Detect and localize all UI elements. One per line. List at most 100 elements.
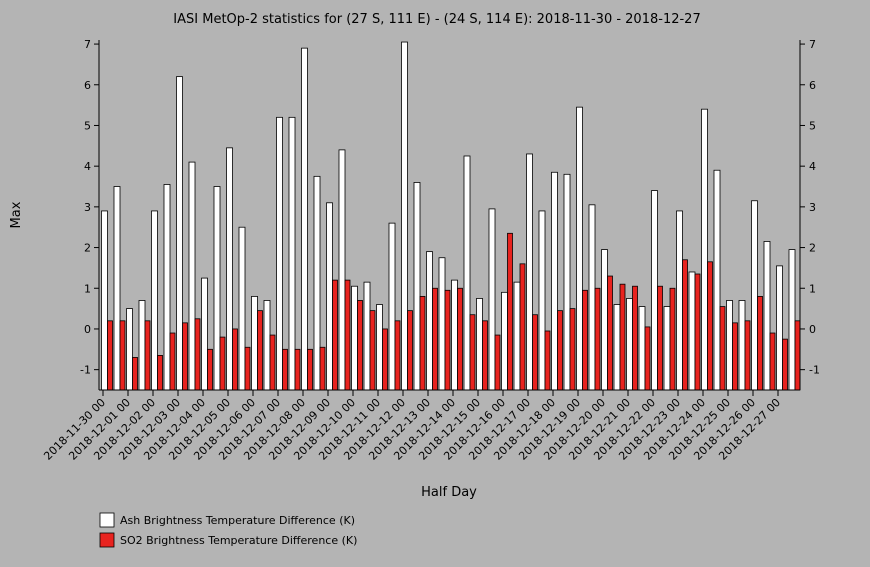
ash-bar: [251, 295, 258, 391]
so2-bar: [232, 328, 238, 391]
so2-bar: [457, 287, 463, 391]
so2-bar: [432, 287, 438, 391]
ash-bar: [738, 300, 746, 391]
chart-title: IASI MetOp-2 statistics for (27 S, 111 E…: [173, 12, 700, 27]
ash-bar: [113, 186, 121, 391]
ash-bar: [563, 173, 571, 391]
ash-bar: [601, 249, 608, 391]
so2-bar: [769, 332, 776, 391]
so2-bar: [582, 289, 588, 391]
so2-bar: [732, 322, 738, 391]
so2-bar: [532, 314, 538, 391]
ash-bar: [226, 147, 233, 391]
ash-bar: [463, 155, 471, 391]
ash-bar: [513, 281, 521, 391]
ash-bar: [588, 204, 596, 391]
ash-bar: [363, 281, 371, 391]
ash-bar: [301, 47, 308, 391]
so2-bar: [469, 314, 476, 391]
y-tick-label-right: 0: [809, 323, 816, 336]
ash-bar: [551, 171, 558, 391]
so2-bar: [207, 348, 213, 391]
ash-bar: [776, 265, 783, 391]
ash-bar: [288, 116, 296, 391]
y-axis-title: Max: [9, 201, 24, 228]
so2-bar: [107, 320, 113, 391]
legend-label: Ash Brightness Temperature Difference (K…: [120, 514, 355, 527]
so2-bar: [794, 320, 801, 391]
so2-bar: [657, 285, 663, 391]
so2-bar: [157, 355, 163, 391]
ash-bar: [613, 304, 621, 391]
ash-bar: [501, 291, 508, 391]
so2-bar: [494, 334, 501, 391]
so2-bar: [782, 338, 788, 391]
ash-bar: [176, 76, 183, 391]
so2-bar: [632, 285, 638, 391]
so2-bar: [357, 300, 363, 391]
so2-bar: [507, 232, 513, 391]
so2-bar: [144, 320, 151, 391]
ash-bar: [351, 285, 358, 391]
so2-bar: [557, 310, 563, 391]
ash-bar: [476, 298, 483, 391]
y-tick-label-left: 2: [84, 242, 91, 255]
so2-bar: [119, 320, 126, 391]
y-tick-label-right: 5: [809, 119, 816, 132]
ash-bar: [576, 106, 583, 391]
ash-bar: [488, 208, 496, 391]
ash-bar: [701, 108, 708, 391]
so2-bar: [269, 334, 276, 391]
so2-bar: [594, 287, 601, 391]
ash-bar: [201, 277, 208, 391]
legend-label: SO2 Brightness Temperature Difference (K…: [120, 534, 357, 547]
so2-bar: [132, 357, 138, 391]
ash-bar: [238, 226, 246, 391]
legend: Ash Brightness Temperature Difference (K…: [99, 512, 357, 548]
ash-bar: [151, 210, 158, 391]
ash-bar: [313, 175, 321, 391]
so2-bar: [694, 273, 701, 391]
ash-bar: [676, 210, 683, 391]
so2-bar: [707, 261, 713, 391]
ash-bar: [101, 210, 108, 391]
y-tick-label-right: 3: [809, 201, 816, 214]
ash-bar: [538, 210, 546, 391]
y-tick-label-right: 1: [809, 282, 816, 295]
ash-bar: [426, 251, 433, 391]
y-tick-label-right: 7: [809, 38, 816, 51]
y-tick-label-left: 3: [84, 201, 91, 214]
ash-bar: [526, 153, 533, 391]
ash-bar: [751, 200, 758, 391]
so2-bar: [394, 320, 401, 391]
y-tick-label-left: 5: [84, 119, 91, 132]
y-tick-label-left: 6: [84, 79, 91, 92]
so2-bar: [744, 320, 751, 391]
so2-bar: [419, 295, 426, 391]
so2-bar: [757, 295, 763, 391]
so2-bar: [219, 336, 226, 391]
so2-bar: [307, 348, 313, 391]
so2-bar: [644, 326, 651, 391]
ash-bar: [163, 184, 171, 391]
y-tick-label-right: -1: [809, 364, 820, 377]
so2-bar: [682, 259, 688, 391]
ash-bar: [413, 182, 421, 391]
so2-bar: [382, 328, 388, 391]
ash-bar: [638, 306, 646, 391]
so2-bar: [607, 275, 613, 391]
so2-bar: [619, 283, 626, 391]
y-tick-label-right: 4: [809, 160, 816, 173]
y-tick-label-right: 6: [809, 79, 816, 92]
ash-bar: [651, 190, 658, 391]
so2-bar: [444, 289, 451, 391]
so2-bar: [257, 310, 263, 391]
so2-bar: [182, 322, 188, 391]
so2-bar: [194, 318, 201, 391]
ash-bar: [276, 116, 283, 391]
ash-bar: [338, 149, 346, 391]
ash-bar: [188, 161, 196, 391]
ash-bar: [713, 169, 721, 391]
